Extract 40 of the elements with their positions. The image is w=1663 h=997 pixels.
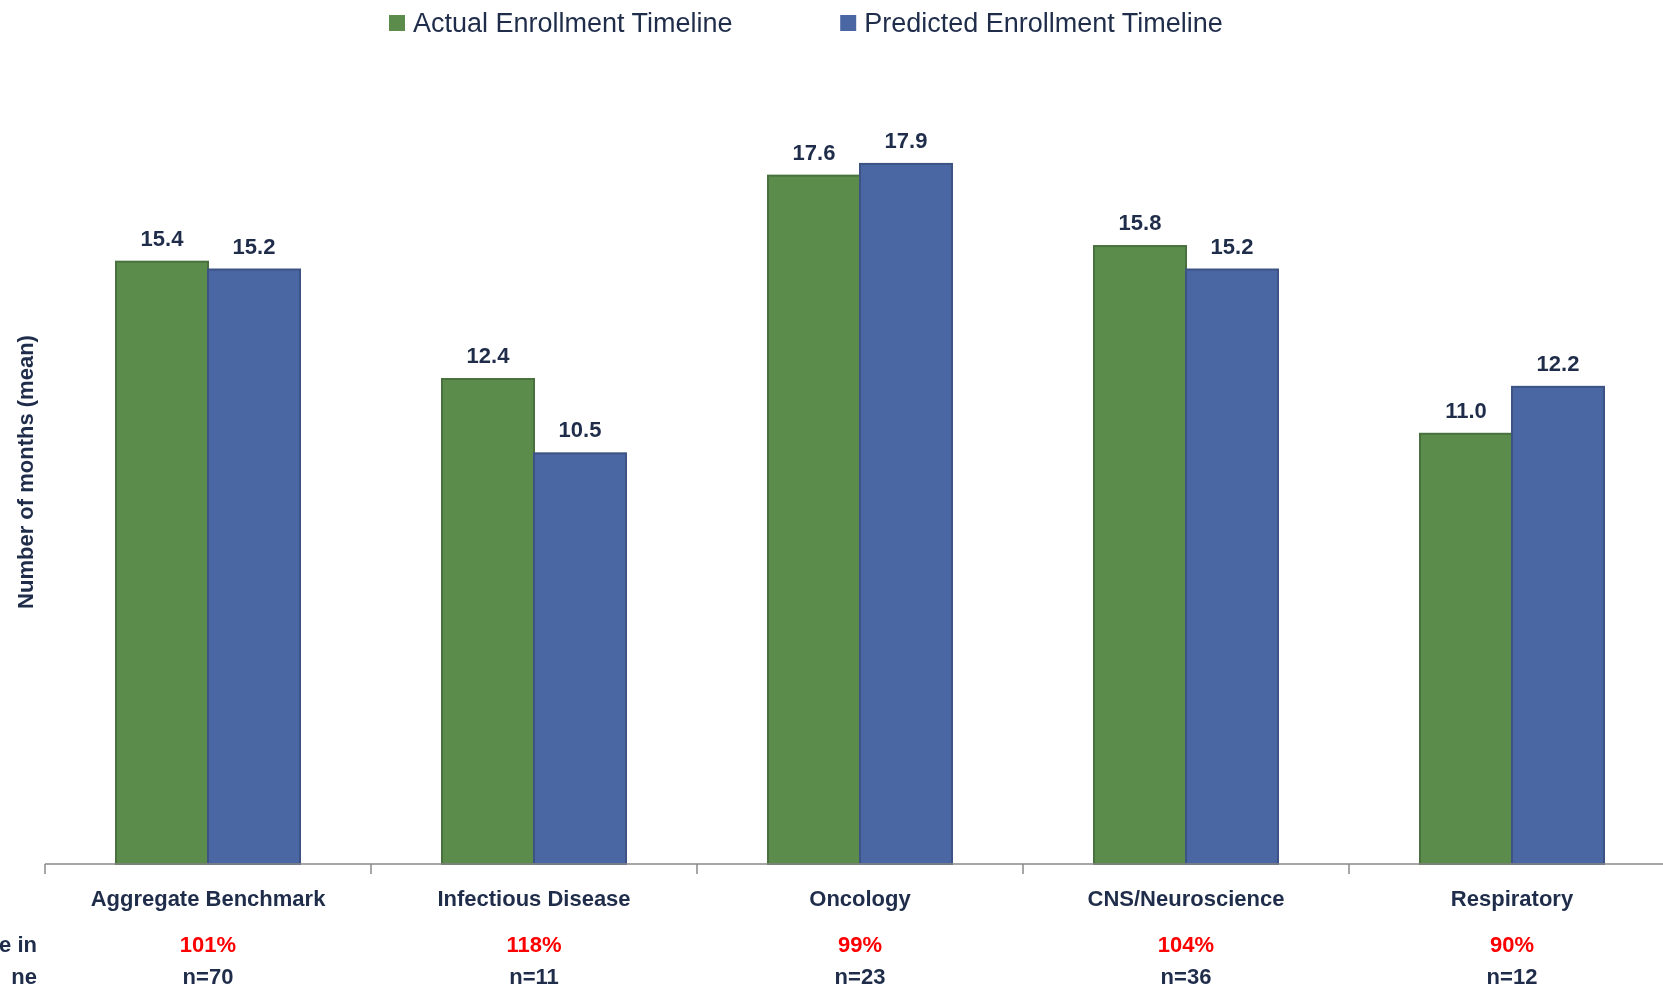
data-label: 12.4 bbox=[466, 343, 511, 369]
y-axis-title: Number of months (mean) bbox=[13, 335, 38, 609]
data-label: 17.6 bbox=[792, 139, 836, 165]
bar bbox=[207, 268, 301, 865]
x-tick-label: Aggregate Benchmark bbox=[90, 886, 327, 911]
bar bbox=[859, 162, 953, 865]
bar bbox=[115, 260, 209, 865]
text: 90% bbox=[1489, 932, 1535, 957]
data-label: 11.0 bbox=[1445, 397, 1487, 423]
text: ne bbox=[11, 964, 37, 989]
data-label: 15.8 bbox=[1118, 210, 1162, 236]
data-label: 17.9 bbox=[884, 127, 928, 153]
bar bbox=[1511, 385, 1605, 865]
legend-label: Actual Enrollment Timeline bbox=[413, 8, 733, 38]
text: n=12 bbox=[1486, 964, 1538, 989]
bar bbox=[1185, 268, 1279, 865]
text: 118% bbox=[506, 932, 562, 957]
text: n=70 bbox=[182, 964, 234, 989]
data-label: 10.5 bbox=[558, 417, 602, 443]
data-label: 15.2 bbox=[232, 233, 276, 259]
data-label: 15.4 bbox=[140, 225, 185, 251]
bar bbox=[441, 378, 535, 865]
text: e in bbox=[0, 932, 37, 957]
text: n=11 bbox=[509, 964, 559, 989]
text: n=36 bbox=[1160, 964, 1212, 989]
data-label: 12.2 bbox=[1536, 350, 1580, 376]
text: n=23 bbox=[834, 964, 886, 989]
bar bbox=[1419, 432, 1513, 865]
text: 104% bbox=[1157, 932, 1215, 957]
bar bbox=[1093, 245, 1187, 865]
bar bbox=[767, 174, 861, 865]
text: 99% bbox=[837, 932, 883, 957]
text: 101% bbox=[179, 932, 237, 957]
x-tick-label: Infectious Disease bbox=[437, 886, 631, 911]
x-tick-label: Oncology bbox=[809, 886, 912, 911]
legend-label: Predicted Enrollment Timeline bbox=[864, 8, 1223, 38]
bar bbox=[533, 452, 627, 865]
data-label: 15.2 bbox=[1210, 233, 1254, 259]
x-tick-label: CNS/Neuroscience bbox=[1087, 886, 1285, 911]
x-tick-label: Respiratory bbox=[1450, 886, 1574, 911]
